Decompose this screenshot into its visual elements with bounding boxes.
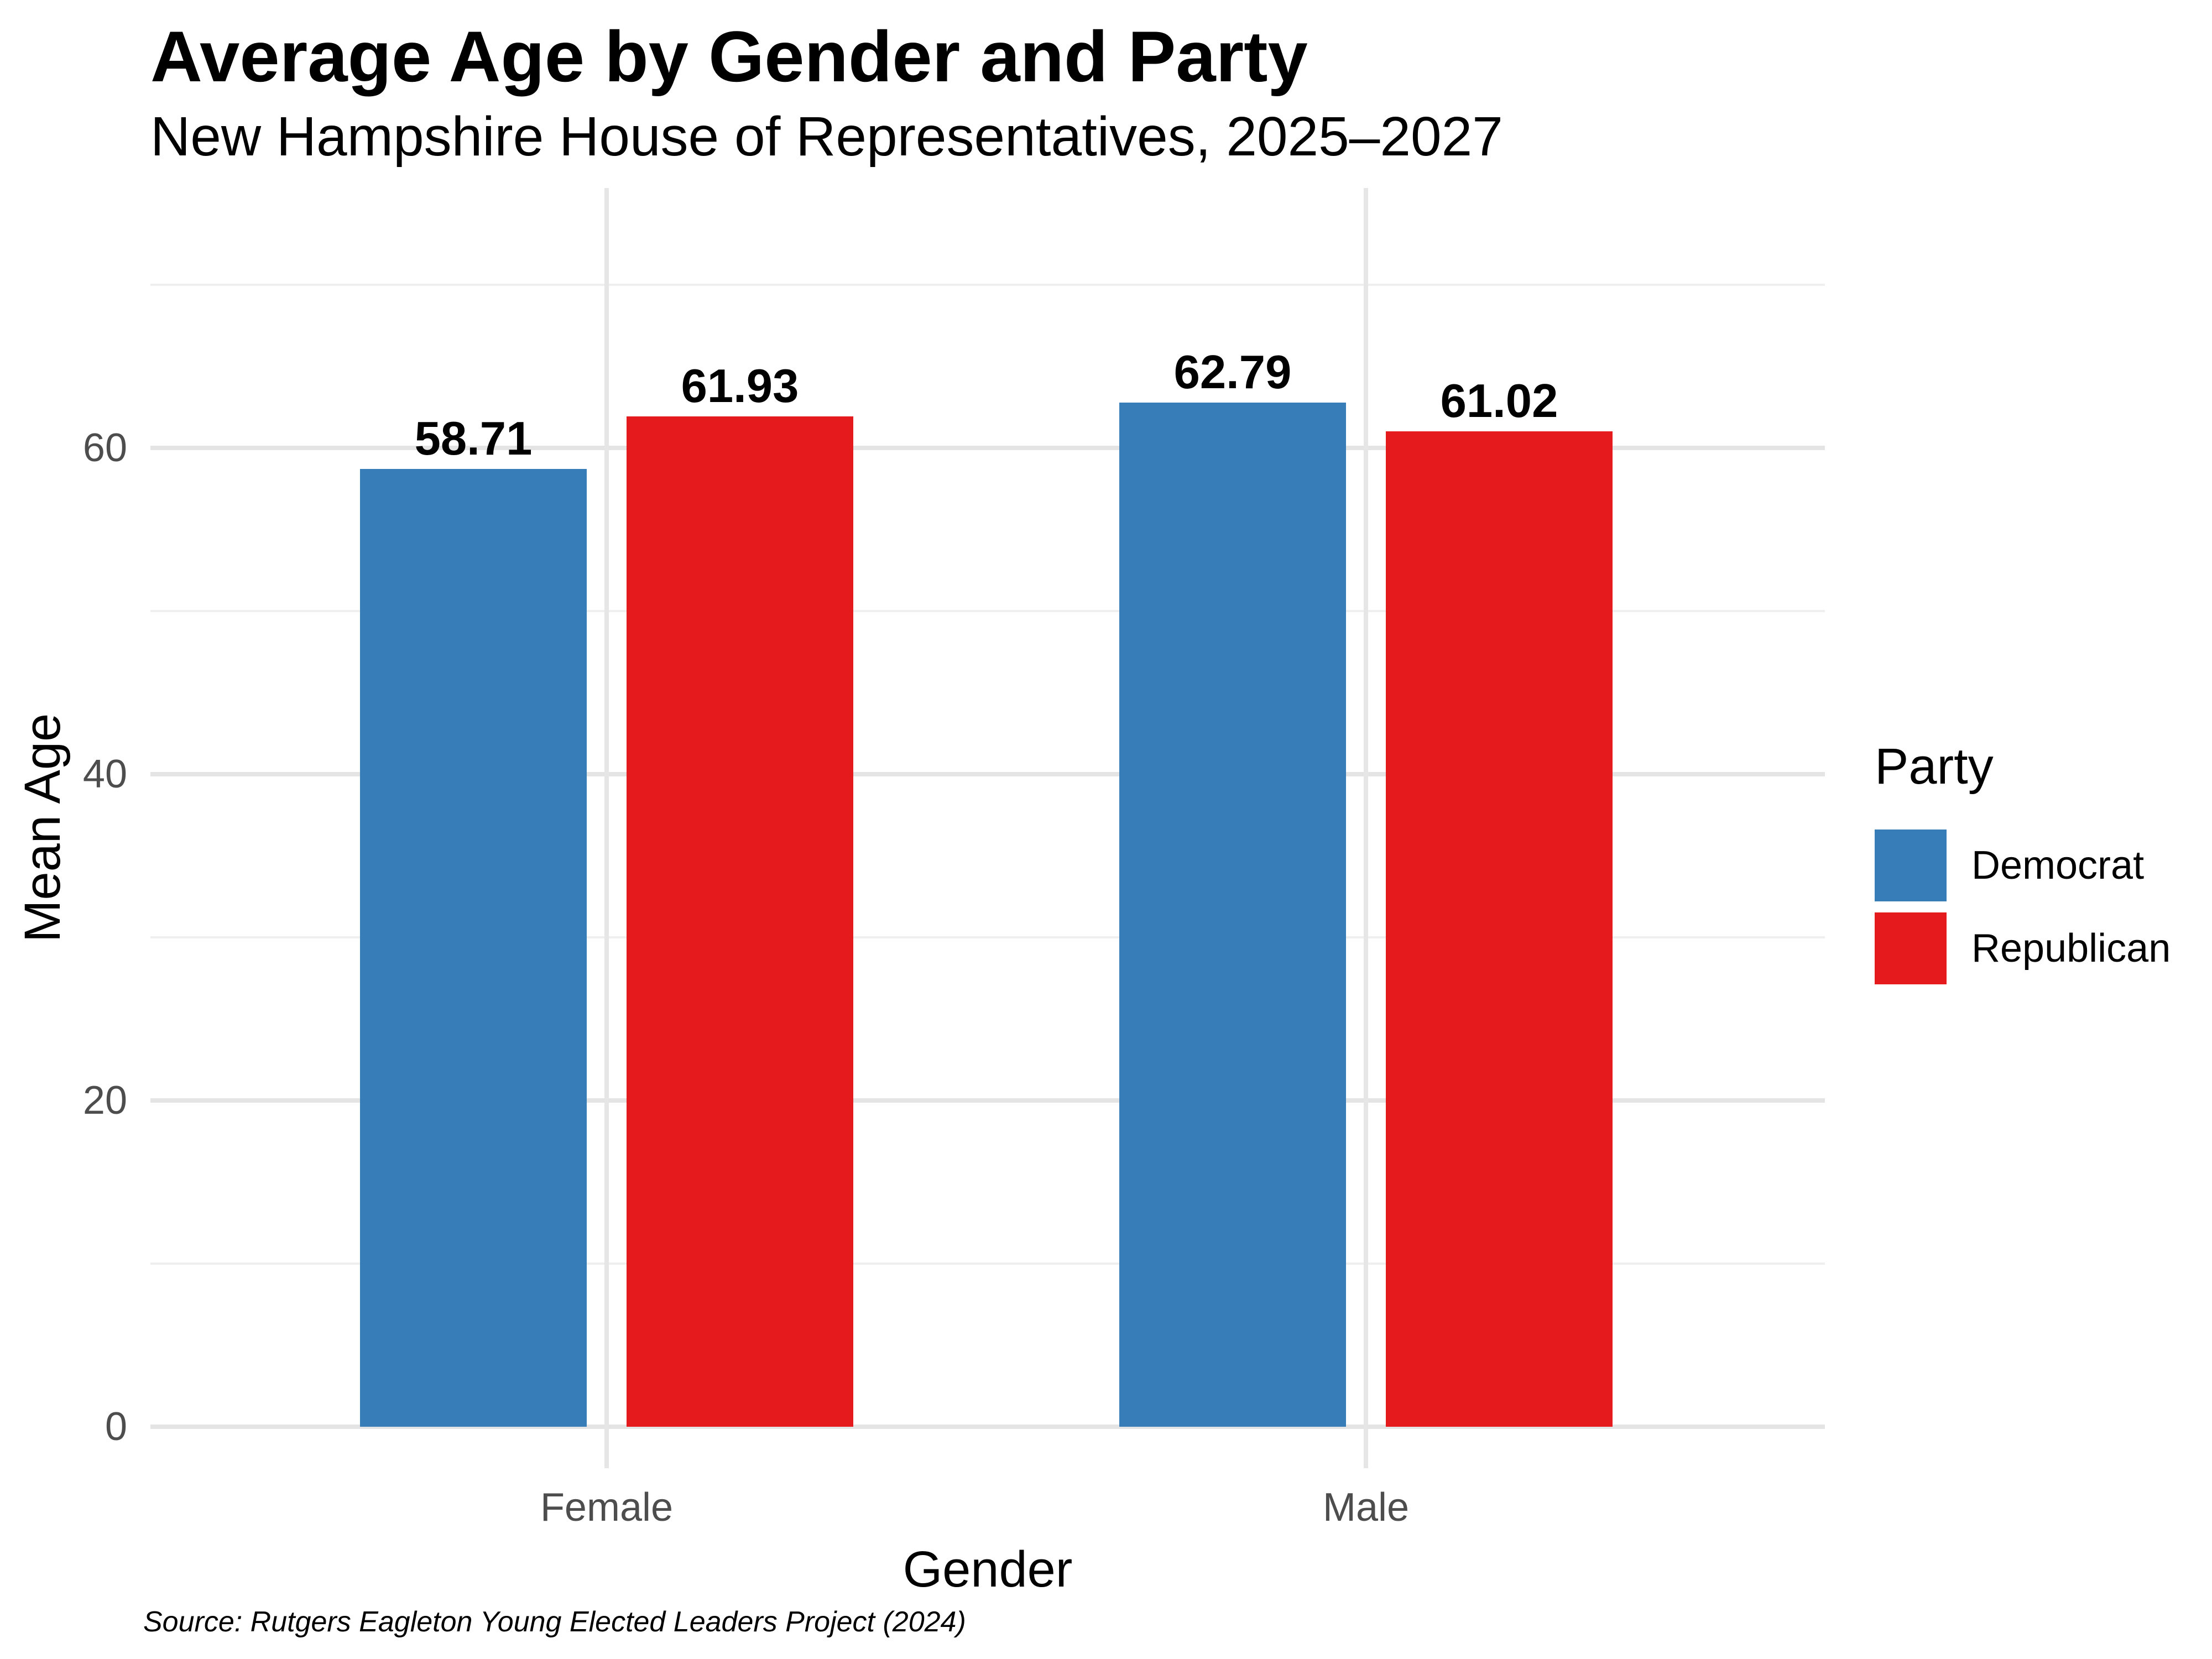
gridline-major-60: [150, 446, 1825, 450]
y-tick-label-20: 20: [82, 1078, 127, 1123]
x-tick-label-female: Female: [540, 1485, 674, 1530]
legend-label-democrat: Democrat: [1971, 843, 2145, 888]
gridline-vertical-male: [1364, 188, 1368, 1468]
value-label-male-republican: 61.02: [1440, 374, 1558, 427]
gridline-major-20: [150, 1098, 1825, 1103]
chart-title: Average Age by Gender and Party: [150, 16, 1308, 97]
democrat-color-swatch: [1875, 830, 1947, 901]
legend-label-republican: Republican: [1971, 926, 2171, 971]
gridline-major-0: [150, 1425, 1825, 1429]
bar-male-republican: [1386, 431, 1613, 1427]
legend-title: Party: [1875, 738, 1994, 795]
x-axis-title: Gender: [902, 1541, 1073, 1598]
value-label-female-democrat: 58.71: [414, 413, 533, 466]
bar-female-democrat: [360, 469, 587, 1427]
gridline-vertical-female: [604, 188, 609, 1468]
source-caption: Source: Rutgers Eagleton Young Elected L…: [143, 1606, 966, 1638]
republican-color-swatch: [1875, 912, 1947, 984]
y-tick-label-60: 60: [82, 426, 127, 470]
plot-panel: 58.71 62.79 61.93 61.02: [150, 188, 1825, 1468]
y-axis-title: Mean Age: [14, 713, 71, 943]
gridline-minor-70: [150, 284, 1825, 286]
x-tick-label-male: Male: [1322, 1485, 1410, 1530]
legend: Party Democrat Republican: [1875, 741, 2171, 995]
gridline-minor-10: [150, 1262, 1825, 1265]
gridline-minor-30: [150, 936, 1825, 938]
legend-item-democrat: Democrat: [1875, 830, 2171, 901]
legend-item-republican: Republican: [1875, 912, 2171, 984]
value-label-female-republican: 61.93: [681, 360, 799, 413]
value-label-male-democrat: 62.79: [1173, 346, 1292, 399]
y-tick-label-0: 0: [105, 1405, 127, 1449]
gridline-minor-50: [150, 610, 1825, 612]
bar-female-republican: [627, 416, 853, 1427]
gridline-major-40: [150, 772, 1825, 776]
chart-subtitle: New Hampshire House of Representatives, …: [150, 106, 1503, 168]
y-tick-label-40: 40: [82, 752, 127, 796]
bar-male-democrat: [1119, 402, 1346, 1427]
